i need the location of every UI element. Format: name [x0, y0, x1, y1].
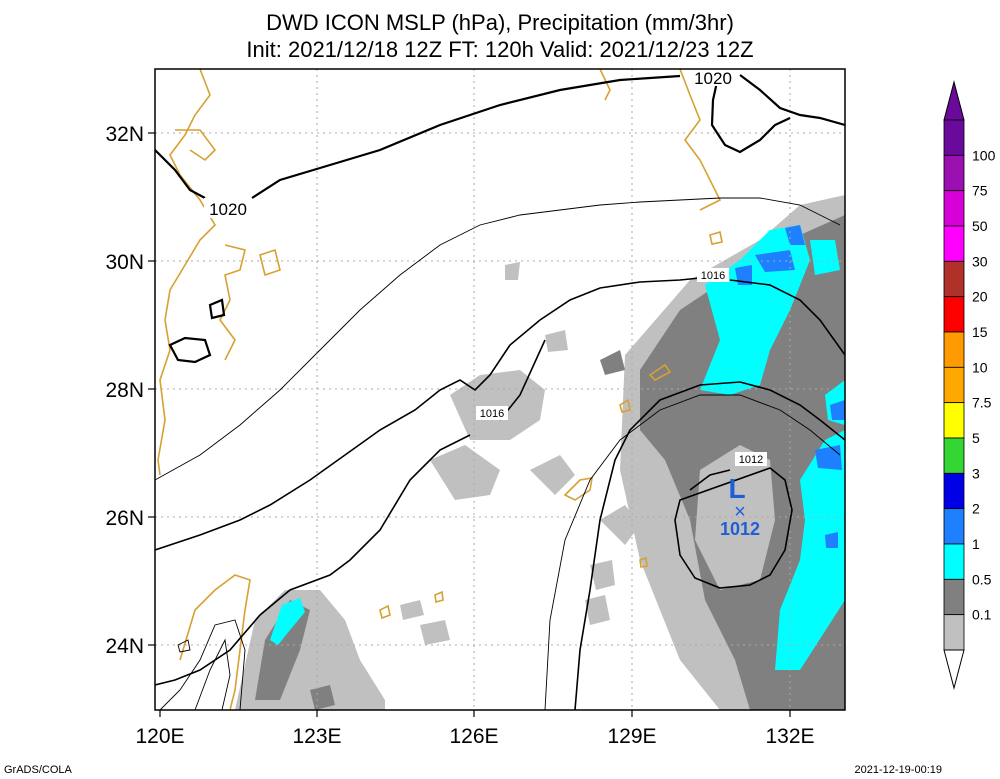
colorbar-swatch — [943, 578, 965, 616]
colorbar-label: 100 — [972, 147, 996, 163]
isobar-label-1020-left: 1020 — [209, 200, 247, 219]
footer-timestamp: 2021-12-19-00:19 — [854, 764, 942, 776]
colorbar-swatch — [943, 225, 965, 262]
colorbar-top-arrow — [943, 80, 965, 121]
colorbar-label: 20 — [972, 289, 988, 305]
isobar-label-1016-west: 1016 — [480, 408, 504, 420]
colorbar-swatch — [943, 296, 965, 333]
low-center-symbol: L — [728, 473, 745, 504]
colorbar-label: 0.5 — [972, 571, 992, 587]
colorbar-swatch — [943, 260, 965, 298]
colorbar-swatch — [943, 614, 965, 651]
precip-colorbar: 100 75 50 30 20 15 10 7.5 5 3 2 1 0.5 0.1 — [943, 80, 996, 690]
isobar-1012 — [674, 467, 793, 589]
colorbar-label: 3 — [972, 465, 980, 481]
colorbar-swatch — [943, 508, 965, 545]
colorbar-swatch — [943, 366, 965, 404]
map-title-line1: DWD ICON MSLP (hPa), Precipitation (mm/3… — [266, 10, 734, 35]
colorbar-label: 30 — [972, 253, 988, 269]
colorbar-swatch — [943, 437, 965, 474]
isobar-label-bg — [735, 452, 767, 466]
colorbar-swatch — [943, 119, 965, 156]
isobar-label-1012: 1012 — [739, 454, 763, 466]
axis-ticks — [148, 132, 791, 717]
latitude-labels: 32N 30N 28N 26N 24N — [105, 123, 144, 658]
isobar-1016 — [155, 277, 845, 710]
colorbar-label: 75 — [972, 183, 988, 199]
low-center-pressure: 1012 — [720, 519, 760, 539]
colorbar-label: 5 — [972, 430, 980, 446]
colorbar-label: 1 — [972, 536, 980, 552]
colorbar-swatch — [943, 331, 965, 368]
colorbar-label: 15 — [972, 324, 988, 340]
coastlines — [157, 69, 723, 710]
colorbar-label: 50 — [972, 218, 988, 234]
lon-label: 123E — [292, 725, 341, 748]
lat-lon-grid — [155, 69, 845, 710]
lat-label: 24N — [105, 635, 144, 658]
isobar-label-bg — [690, 68, 736, 86]
lat-label: 26N — [105, 507, 144, 530]
isobar-1020 — [155, 74, 845, 364]
isobar-thin — [155, 197, 841, 710]
low-center-marker: × — [734, 501, 746, 523]
map-title-line2: Init: 2021/12/18 12Z FT: 120h Valid: 202… — [246, 37, 754, 62]
isobar-label-1020-top: 1020 — [694, 69, 732, 88]
lat-label: 32N — [105, 123, 144, 146]
map-plot-area — [155, 69, 845, 710]
lat-label: 28N — [105, 379, 144, 402]
precip-gap — [695, 445, 775, 590]
colorbar-swatch — [943, 402, 965, 439]
colorbar-swatch — [943, 190, 965, 227]
colorbar-swatch — [943, 543, 965, 580]
colorbar-bottom-arrow — [943, 649, 965, 690]
isobar-label-bg — [697, 268, 729, 282]
isobar-label-bg — [204, 198, 252, 218]
colorbar-swatch — [943, 154, 965, 192]
colorbar-label: 10 — [972, 359, 988, 375]
lat-label: 30N — [105, 251, 144, 274]
colorbar-label: 7.5 — [972, 395, 992, 411]
colorbar-swatch — [943, 472, 965, 510]
isobar-label-bg — [476, 406, 508, 420]
lon-label: 126E — [449, 725, 498, 748]
colorbar-label: 2 — [972, 501, 980, 517]
lon-label: 120E — [135, 725, 184, 748]
lon-label: 132E — [765, 725, 814, 748]
colorbar-label: 0.1 — [972, 607, 992, 623]
isobar-label-1016-east: 1016 — [701, 270, 725, 282]
longitude-labels: 120E 123E 126E 129E 132E — [135, 725, 814, 748]
footer-credit: GrADS/COLA — [4, 764, 72, 776]
lon-label: 129E — [607, 725, 656, 748]
